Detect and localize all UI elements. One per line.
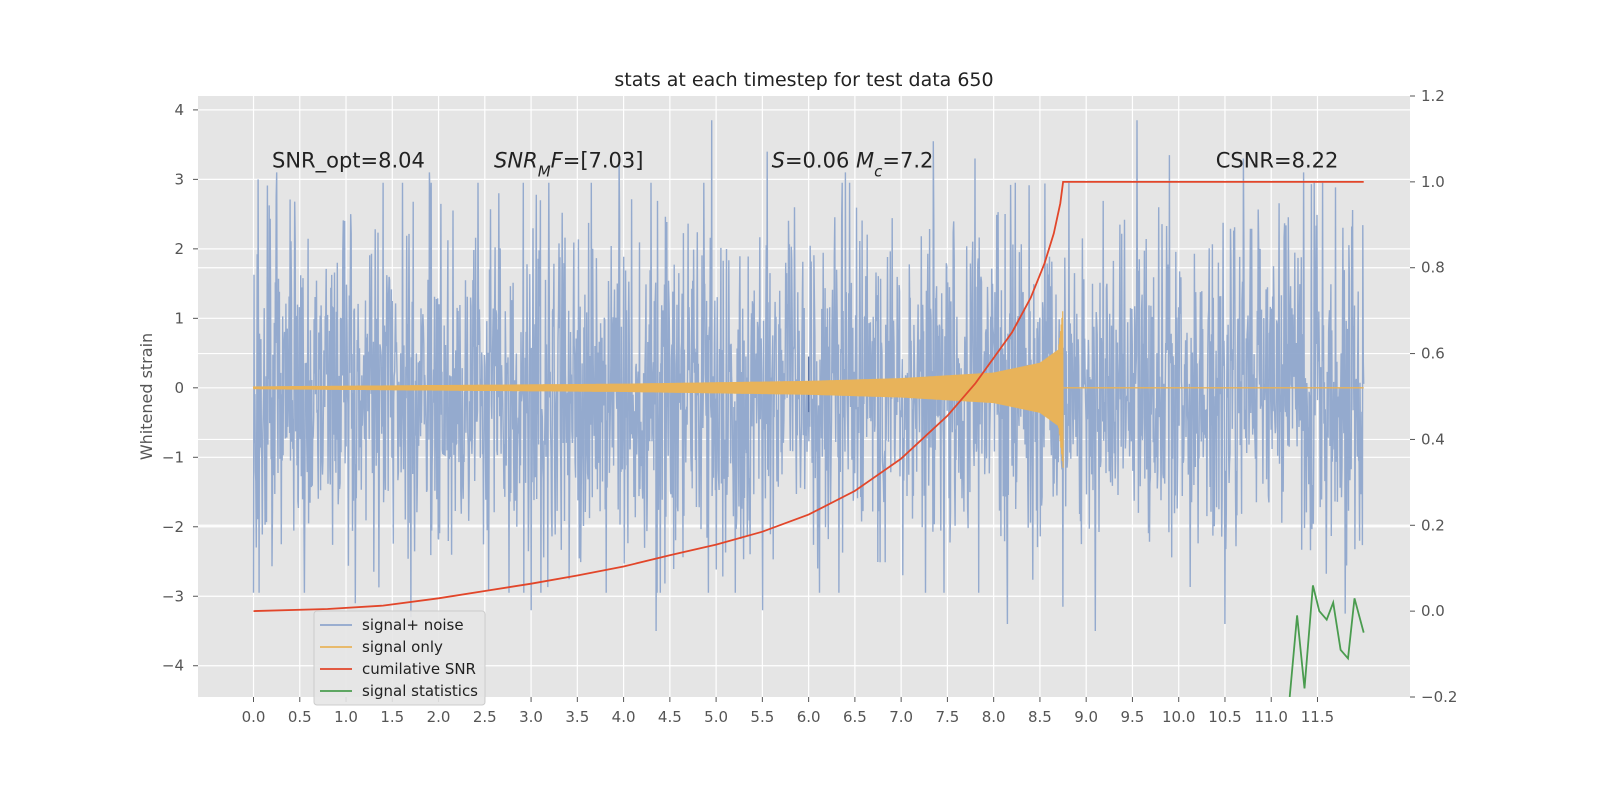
y-axis-left: 4 3 2 1 0 −1 −2 −3 −4 — [162, 101, 198, 675]
y-tick-label: 3 — [174, 170, 184, 188]
x-tick-label: 11.0 — [1255, 708, 1288, 726]
legend-box — [313, 610, 486, 706]
annotation-text: SNR_opt=8.04 — [272, 148, 425, 173]
x-tick-label: 8.0 — [982, 708, 1006, 726]
annotation-text: SNRMF=[7.03] — [494, 148, 643, 180]
y-tick-label: −3 — [162, 587, 184, 605]
x-tick-label: 0.0 — [242, 708, 266, 726]
y-axis-label: Whitened strain — [137, 333, 156, 460]
y-tick-label: 2 — [174, 240, 184, 258]
legend-label: signal statistics — [362, 682, 478, 700]
y-tick-label: 0 — [174, 379, 184, 397]
y-tick-label: −4 — [162, 657, 184, 675]
y2-tick-label: −0.2 — [1421, 688, 1457, 706]
y2-tick-label: 0.6 — [1421, 345, 1445, 363]
annotation-text: S=0.06 Mc=7.2 — [772, 148, 934, 180]
x-tick-label: 11.5 — [1301, 708, 1334, 726]
x-tick-label: 3.0 — [519, 708, 543, 726]
y2-tick-label: 1.2 — [1421, 87, 1445, 105]
x-tick-label: 7.0 — [889, 708, 913, 726]
x-tick-label: 10.0 — [1162, 708, 1195, 726]
x-tick-label: 9.5 — [1121, 708, 1145, 726]
y2-tick-label: 0.0 — [1421, 602, 1445, 620]
x-tick-label: 2.5 — [473, 708, 497, 726]
x-tick-label: 1.0 — [334, 708, 358, 726]
y2-tick-label: 1.0 — [1421, 173, 1445, 191]
legend-label: signal only — [362, 638, 443, 656]
x-tick-label: 6.5 — [843, 708, 867, 726]
annotations: SNR_opt=8.04 SNRMF=[7.03] S=0.06 Mc=7.2 CSN… — [272, 148, 1338, 180]
y2-tick-label: 0.2 — [1421, 516, 1445, 534]
y-tick-label: 1 — [174, 309, 184, 327]
chart-title: stats at each timestep for test data 650 — [614, 69, 993, 91]
y-tick-label: 4 — [174, 101, 184, 119]
x-tick-label: 4.5 — [658, 708, 682, 726]
x-tick-label: 0.5 — [288, 708, 312, 726]
x-tick-label: 8.5 — [1028, 708, 1052, 726]
x-tick-label: 3.5 — [565, 708, 589, 726]
series-signal-statistics-line — [1288, 585, 1365, 697]
x-tick-label: 6.0 — [797, 708, 821, 726]
x-tick-label: 5.0 — [704, 708, 728, 726]
x-tick-label: 4.0 — [612, 708, 636, 726]
y-tick-label: −2 — [162, 518, 184, 536]
y2-tick-label: 0.4 — [1421, 430, 1445, 448]
x-tick-label: 2.0 — [427, 708, 451, 726]
legend-label: cumilative SNR — [362, 660, 476, 678]
x-tick-label: 9.0 — [1074, 708, 1098, 726]
series-cumilative-snr-line — [253, 181, 1364, 612]
x-tick-label: 5.5 — [750, 708, 774, 726]
series-signal-only-line — [252, 311, 1064, 468]
x-tick-label: 1.5 — [380, 708, 404, 726]
series-signal-noise-line — [252, 120, 1365, 632]
x-axis: 0.0 0.5 1.0 1.5 2.0 2.5 3.0 3.5 4.0 4.5 5.0 5.5 6.0 6… — [242, 697, 1334, 726]
legend-label: signal+ noise — [362, 616, 464, 634]
series-layer — [252, 120, 1365, 697]
x-tick-label: 10.5 — [1208, 708, 1241, 726]
annotation-text: CSNR=8.22 — [1216, 148, 1339, 172]
y-tick-label: −1 — [162, 448, 184, 466]
legend: signal+ noise signal only cumilative SNR si… — [313, 610, 486, 706]
y2-tick-label: 0.8 — [1421, 259, 1445, 277]
x-tick-label: 7.5 — [935, 708, 959, 726]
y-axis-right: 1.2 1.0 0.8 0.6 0.4 0.2 0.0 −0.2 — [1410, 87, 1457, 706]
